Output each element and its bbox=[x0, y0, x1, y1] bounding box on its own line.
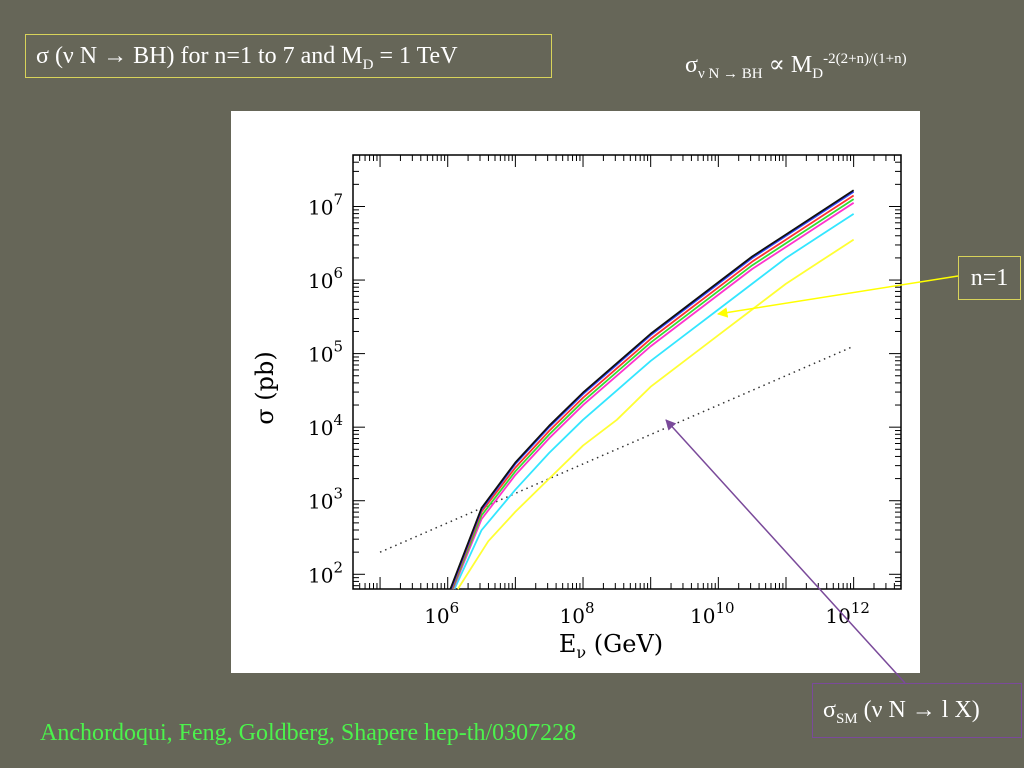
sm-sigma: σ bbox=[823, 697, 836, 723]
x-tick-label-exp: 10 bbox=[716, 599, 735, 617]
y-axis-label: σ (pb) bbox=[251, 351, 279, 424]
x-tick-label: 1010 bbox=[690, 599, 735, 628]
y-tick-label: 102 bbox=[308, 558, 343, 587]
plot-panel: 106 108 1010 1012 102 103 104 105 106 107 σ (pb) … bbox=[231, 111, 920, 673]
x-tick-label-base: 10 bbox=[560, 604, 585, 628]
formula-exponent: -2(2+n)/(1+n) bbox=[823, 51, 907, 67]
y-tick-label-exp: 6 bbox=[333, 264, 343, 282]
x-axis-label: Eν (GeV) bbox=[559, 630, 663, 662]
x-tick-label-exp: 12 bbox=[851, 599, 870, 617]
slide-title: σ (ν N → BH) for n=1 to 7 and MD = 1 TeV bbox=[25, 34, 552, 78]
series-line-5 bbox=[450, 194, 855, 590]
sm-reference-line bbox=[379, 345, 854, 553]
x-axis-label-main: E bbox=[559, 630, 577, 658]
y-tick-label-base: 10 bbox=[308, 269, 333, 293]
series-group bbox=[379, 189, 855, 590]
sm-callout: σSM (ν N → l X) bbox=[812, 683, 1022, 738]
y-tick-label-exp: 5 bbox=[333, 338, 343, 356]
y-tick-label-base: 10 bbox=[308, 343, 333, 367]
y-tick-label-exp: 4 bbox=[333, 411, 343, 429]
y-tick-label-base: 10 bbox=[308, 416, 333, 440]
y-tick-label-base: 10 bbox=[308, 195, 333, 219]
y-tick-label-exp: 2 bbox=[333, 558, 343, 576]
series-line-7 bbox=[449, 189, 855, 590]
formula-mid: ∝ M bbox=[762, 52, 813, 78]
x-tick-label: 1012 bbox=[825, 599, 870, 628]
axes bbox=[352, 154, 902, 590]
x-axis-label-unit: (GeV) bbox=[586, 630, 663, 658]
title-subscript: D bbox=[362, 56, 374, 73]
y-tick-label-base: 10 bbox=[308, 563, 333, 587]
formula-subscript: ν N → BH bbox=[697, 65, 763, 82]
y-tick-label-exp: 3 bbox=[333, 485, 343, 503]
x-tick-label-exp: 6 bbox=[450, 599, 460, 617]
y-tick-label: 104 bbox=[308, 411, 343, 440]
y-tick-label: 107 bbox=[308, 190, 343, 219]
citation: Anchordoqui, Feng, Goldberg, Shapere hep… bbox=[40, 720, 577, 746]
x-tick-label-base: 10 bbox=[690, 604, 715, 628]
x-tick-label: 108 bbox=[560, 599, 595, 628]
x-tick-label: 106 bbox=[424, 599, 459, 628]
y-tick-label-base: 10 bbox=[308, 490, 333, 514]
title-text: (ν N → BH) for n=1 to 7 and M bbox=[48, 43, 363, 69]
title-sigma: σ bbox=[36, 43, 49, 69]
series-line-3 bbox=[452, 202, 855, 590]
formula-sigma: σ bbox=[685, 52, 698, 78]
sm-subscript: SM bbox=[835, 710, 858, 727]
y-tick-label: 105 bbox=[308, 338, 343, 367]
x-tick-label-base: 10 bbox=[825, 604, 850, 628]
x-axis-label-sub: ν bbox=[576, 643, 586, 662]
scaling-formula: σν N → BH ∝ MD-2(2+n)/(1+n) bbox=[685, 50, 907, 83]
x-tick-label-base: 10 bbox=[424, 604, 449, 628]
sm-text: (ν N → l X) bbox=[857, 697, 980, 723]
y-tick-label: 103 bbox=[308, 485, 343, 514]
series-line-2 bbox=[453, 213, 855, 590]
series-line-4 bbox=[451, 198, 855, 590]
y-tick-label: 106 bbox=[308, 264, 343, 293]
title-text-end: = 1 TeV bbox=[373, 43, 458, 69]
y-tick-label-exp: 7 bbox=[333, 190, 343, 208]
series-line-1 bbox=[457, 238, 855, 590]
formula-m-subscript: D bbox=[812, 65, 824, 82]
n1-callout: n=1 bbox=[958, 256, 1021, 300]
series-line-6 bbox=[450, 191, 855, 590]
plot-frame bbox=[352, 154, 902, 590]
x-tick-label-exp: 8 bbox=[585, 599, 595, 617]
